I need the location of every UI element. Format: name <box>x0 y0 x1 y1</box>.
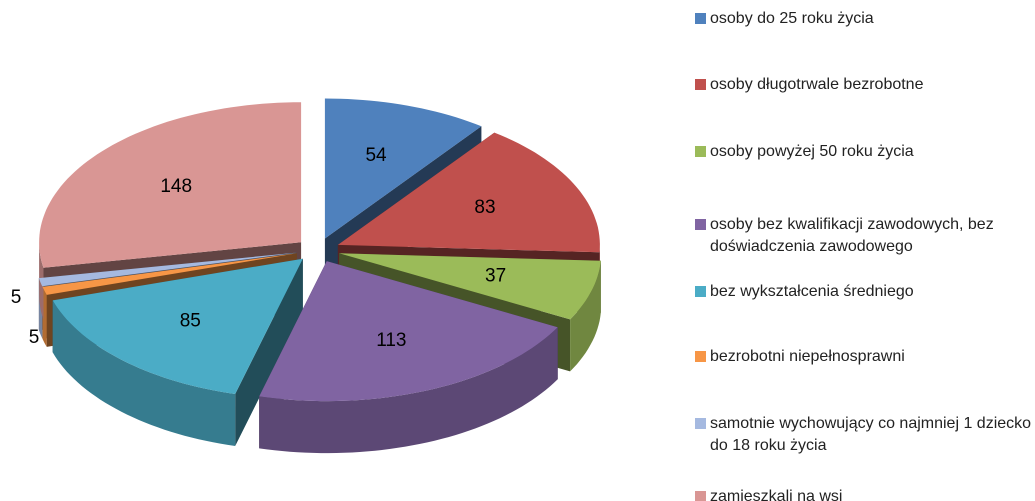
legend-swatch <box>695 146 706 157</box>
data-label: 113 <box>376 330 406 351</box>
legend-label: osoby do 25 roku życia <box>710 10 874 27</box>
data-label: 54 <box>365 145 387 166</box>
legend-swatch <box>695 13 706 24</box>
legend-item: zamieszkali na wsi <box>695 486 1035 501</box>
legend-label: osoby bez kwalifikacji zawodowych, bez d… <box>710 216 994 255</box>
data-label: 85 <box>180 310 201 331</box>
slice <box>52 258 303 394</box>
slice <box>42 253 297 295</box>
slice <box>337 132 600 253</box>
legend-item: osoby bez kwalifikacji zawodowych, bez d… <box>695 214 1035 258</box>
slice <box>339 253 601 320</box>
legend-label: bez wykształcenia średniego <box>710 283 914 300</box>
legend-label: bezrobotni niepełnosprawni <box>710 348 905 365</box>
legend-item: osoby długotrwale bezrobotne <box>695 74 1035 96</box>
slice-side <box>42 286 47 347</box>
legend-swatch <box>695 418 706 429</box>
slice-tops <box>38 98 601 402</box>
slice-side <box>259 327 558 454</box>
legend-item: osoby do 25 roku życia <box>695 8 1035 30</box>
slice-cut-face <box>235 258 303 446</box>
legend-swatch <box>695 351 706 362</box>
legend-label: osoby powyżej 50 roku życia <box>710 143 914 160</box>
chart: 54 83 37 113 85 55 148 <box>11 98 601 454</box>
legend-swatch <box>695 79 706 90</box>
data-label: 148 <box>160 176 192 197</box>
legend-label: osoby długotrwale bezrobotne <box>710 76 924 93</box>
legend-swatch <box>695 491 706 501</box>
legend-swatch <box>695 219 706 230</box>
legend-item: bezrobotni niepełnosprawni <box>695 346 1035 368</box>
data-labels: 54 83 37 113 85 55 148 <box>11 145 506 351</box>
legend-label: samotnie wychowujący co najmniej 1 dziec… <box>710 415 1032 454</box>
legend-item: samotnie wychowujący co najmniej 1 dziec… <box>695 413 1035 457</box>
legend-item: osoby powyżej 50 roku życia <box>695 141 1035 163</box>
data-label: 37 <box>485 266 506 287</box>
slice-side <box>52 300 236 446</box>
slice <box>38 252 297 287</box>
legend-swatch <box>695 286 706 297</box>
slice <box>324 98 482 239</box>
slice <box>39 102 302 268</box>
data-label: 5 <box>11 287 22 308</box>
legend-item: bez wykształcenia średniego <box>695 281 1035 303</box>
slice-side <box>570 260 601 372</box>
data-label: 5 <box>29 327 40 348</box>
slice <box>259 261 558 402</box>
legend-label: zamieszkali na wsi <box>710 488 843 501</box>
data-label: 83 <box>474 197 495 218</box>
